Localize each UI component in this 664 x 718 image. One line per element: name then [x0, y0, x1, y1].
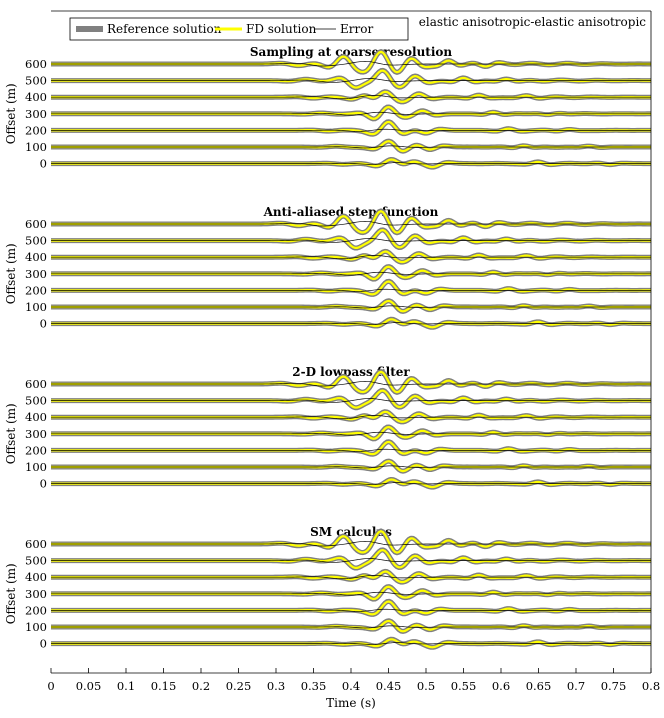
x-tick-label: 0.7	[567, 679, 585, 693]
y-tick-label: 0	[40, 637, 47, 651]
y-axis-label: Offset (m)	[4, 243, 18, 304]
trace-error	[51, 94, 651, 100]
panel-title: SM calculus	[310, 525, 392, 539]
trace-error	[51, 558, 651, 563]
x-tick-label: 0.1	[117, 679, 135, 693]
y-axis-label: Offset (m)	[4, 403, 18, 464]
y-tick-label: 300	[25, 587, 47, 601]
trace-error	[51, 305, 651, 309]
figure-title: elastic anisotropic-elastic anisotropic	[419, 15, 646, 29]
y-tick-label: 600	[25, 377, 47, 391]
y-tick-label: 400	[25, 250, 47, 264]
y-tick-label: 300	[25, 107, 47, 121]
legend-label-reference: Reference solution	[107, 22, 222, 36]
y-tick-label: 600	[25, 57, 47, 71]
trace-error	[51, 255, 651, 260]
trace-error	[51, 78, 651, 83]
y-axis-label: Offset (m)	[4, 83, 18, 144]
trace-error	[51, 431, 651, 436]
trace-error	[51, 465, 651, 469]
trace-error	[51, 271, 651, 276]
trace-error	[51, 642, 651, 645]
legend: Reference solution FD solution Error	[69, 17, 409, 41]
y-tick-label: 500	[25, 74, 47, 88]
trace-error	[51, 145, 651, 149]
panel-3: 2-D lowpass filter Offset (m) 600 500 400 300…	[4, 365, 652, 491]
x-tick-label: 0.75	[601, 679, 627, 693]
trace-error	[51, 221, 651, 227]
trace-error	[51, 61, 651, 67]
x-tick-label: 0	[47, 679, 54, 693]
legend-label-error: Error	[340, 22, 373, 36]
x-tick-label: 0.8	[642, 679, 660, 693]
trace-error	[51, 381, 651, 387]
y-tick-label: 0	[40, 477, 47, 491]
y-tick-label: 200	[25, 443, 47, 457]
y-tick-label: 500	[25, 394, 47, 408]
y-tick-label: 400	[25, 570, 47, 584]
y-tick-label: 300	[25, 427, 47, 441]
y-tick-label: 200	[25, 603, 47, 617]
x-tick-label: 0.55	[451, 679, 477, 693]
y-tick-label: 600	[25, 537, 47, 551]
trace-error	[51, 482, 651, 485]
x-tick-label: 0.15	[151, 679, 177, 693]
x-tick-label: 0.45	[376, 679, 402, 693]
trace-error	[51, 162, 651, 165]
x-tick-label: 0.6	[492, 679, 510, 693]
trace-error	[51, 111, 651, 116]
trace-error	[51, 238, 651, 243]
y-tick-label: 600	[25, 217, 47, 231]
trace-error	[51, 608, 651, 612]
y-tick-label: 400	[25, 410, 47, 424]
panel-1: Sampling at coarse resolution Offset (m) 6…	[4, 45, 652, 171]
x-tick-label: 0.35	[301, 679, 327, 693]
y-tick-label: 100	[25, 620, 47, 634]
x-tick-label: 0.65	[526, 679, 552, 693]
x-tick-label: 0.2	[192, 679, 210, 693]
y-tick-label: 0	[40, 317, 47, 331]
y-tick-label: 100	[25, 140, 47, 154]
y-tick-label: 100	[25, 460, 47, 474]
y-tick-label: 500	[25, 234, 47, 248]
y-tick-label: 0	[40, 157, 47, 171]
trace-error	[51, 415, 651, 420]
x-tick-label: 0.4	[342, 679, 360, 693]
y-tick-label: 300	[25, 267, 47, 281]
trace-error	[51, 322, 651, 325]
trace-error	[51, 398, 651, 403]
trace-error	[51, 448, 651, 452]
panel-4: SM calculus Offset (m) 600 500 400 300 200 100 0	[4, 525, 652, 651]
x-tick-label: 0.25	[226, 679, 252, 693]
panel-title: Anti-aliased step-function	[263, 205, 439, 219]
y-axis-label: Offset (m)	[4, 563, 18, 624]
y-tick-label: 400	[25, 90, 47, 104]
trace-error	[51, 128, 651, 132]
trace-error	[51, 574, 651, 580]
y-tick-label: 500	[25, 554, 47, 568]
x-tick-label: 0.3	[267, 679, 285, 693]
x-tick-label: 0.05	[76, 679, 102, 693]
x-tick-label: 0.5	[417, 679, 435, 693]
y-tick-label: 200	[25, 283, 47, 297]
trace-error	[51, 625, 651, 629]
panel-title: 2-D lowpass filter	[292, 365, 410, 379]
y-tick-label: 100	[25, 300, 47, 314]
trace-error	[51, 541, 651, 547]
y-tick-label: 200	[25, 123, 47, 137]
panel-title: Sampling at coarse resolution	[250, 45, 453, 59]
trace-error	[51, 288, 651, 292]
panel-2: Anti-aliased step-function Offset (m) 600 5…	[4, 205, 652, 331]
x-axis-label: Time (s)	[326, 696, 376, 710]
trace-error	[51, 591, 651, 596]
legend-label-fd: FD solution	[246, 22, 317, 36]
